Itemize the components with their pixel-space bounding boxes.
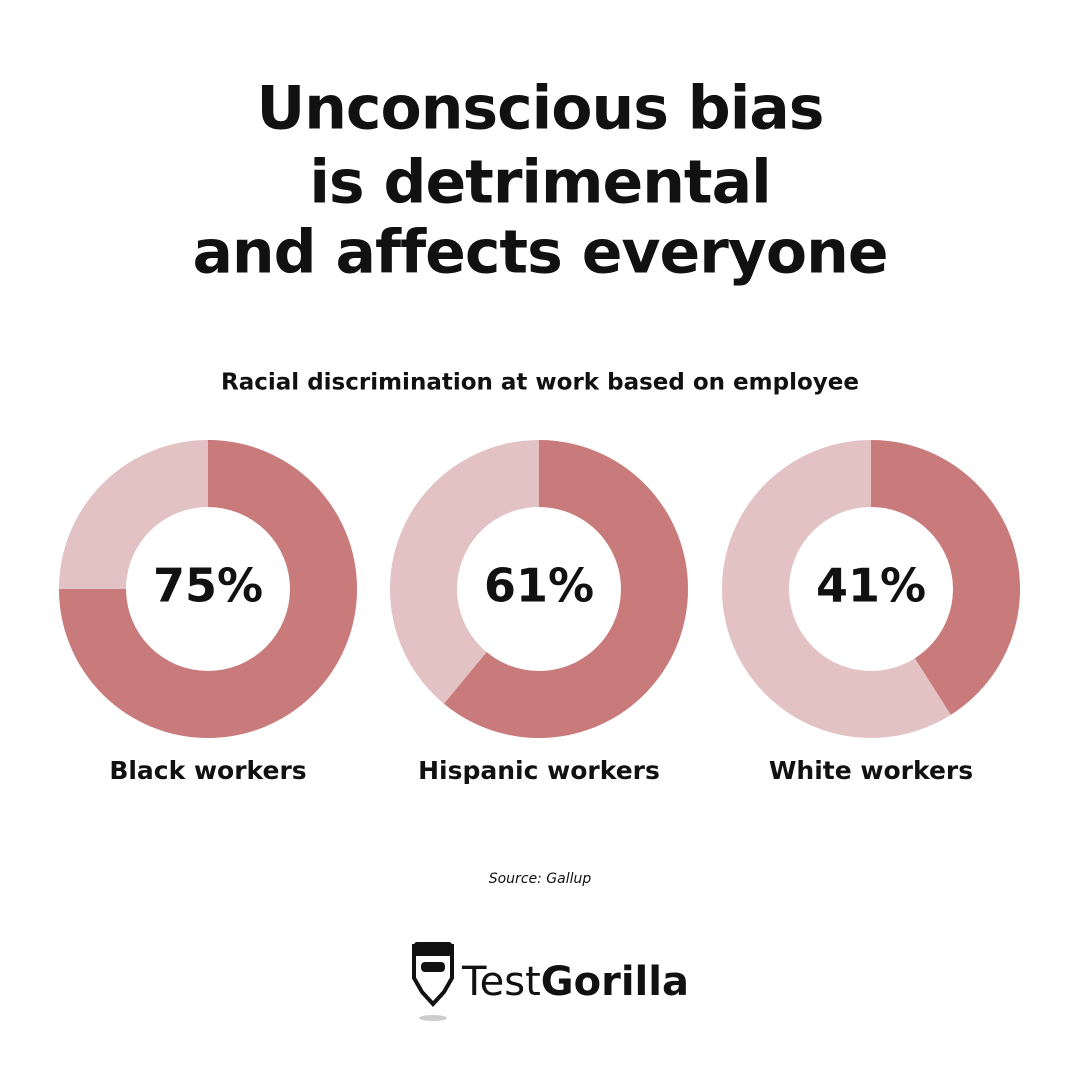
logo-hair xyxy=(414,942,452,956)
donut-segment xyxy=(444,440,688,738)
source: Source: Gallup xyxy=(489,871,592,887)
title-line: Unconscious bias xyxy=(256,74,823,144)
category-label: Hispanic workers xyxy=(418,756,660,785)
subtitle: Racial discrimination at work based on e… xyxy=(221,370,859,396)
logo-eyes xyxy=(421,962,445,972)
brand-light: Test xyxy=(461,959,541,1005)
category-label: Black workers xyxy=(109,756,306,785)
value-label: 75% xyxy=(153,559,263,613)
title-line: and affects everyone xyxy=(192,218,887,288)
value-label: 41% xyxy=(816,559,926,613)
title-line: is detrimental xyxy=(309,148,770,218)
logo: TestGorilla xyxy=(412,942,689,1021)
donut-segment xyxy=(871,440,1021,715)
donut-segment xyxy=(59,440,357,738)
value-label: 61% xyxy=(484,559,594,613)
brand-text: TestGorilla xyxy=(461,959,689,1005)
logo-shadow xyxy=(419,1015,447,1021)
brand-bold: Gorilla xyxy=(541,959,689,1005)
category-label: White workers xyxy=(769,756,973,785)
